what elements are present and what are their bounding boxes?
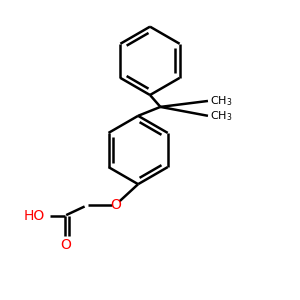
Text: O: O	[110, 198, 121, 212]
Text: CH$_3$: CH$_3$	[210, 109, 233, 123]
Text: HO: HO	[23, 209, 44, 223]
Text: CH$_3$: CH$_3$	[210, 94, 233, 108]
Text: O: O	[60, 238, 71, 252]
